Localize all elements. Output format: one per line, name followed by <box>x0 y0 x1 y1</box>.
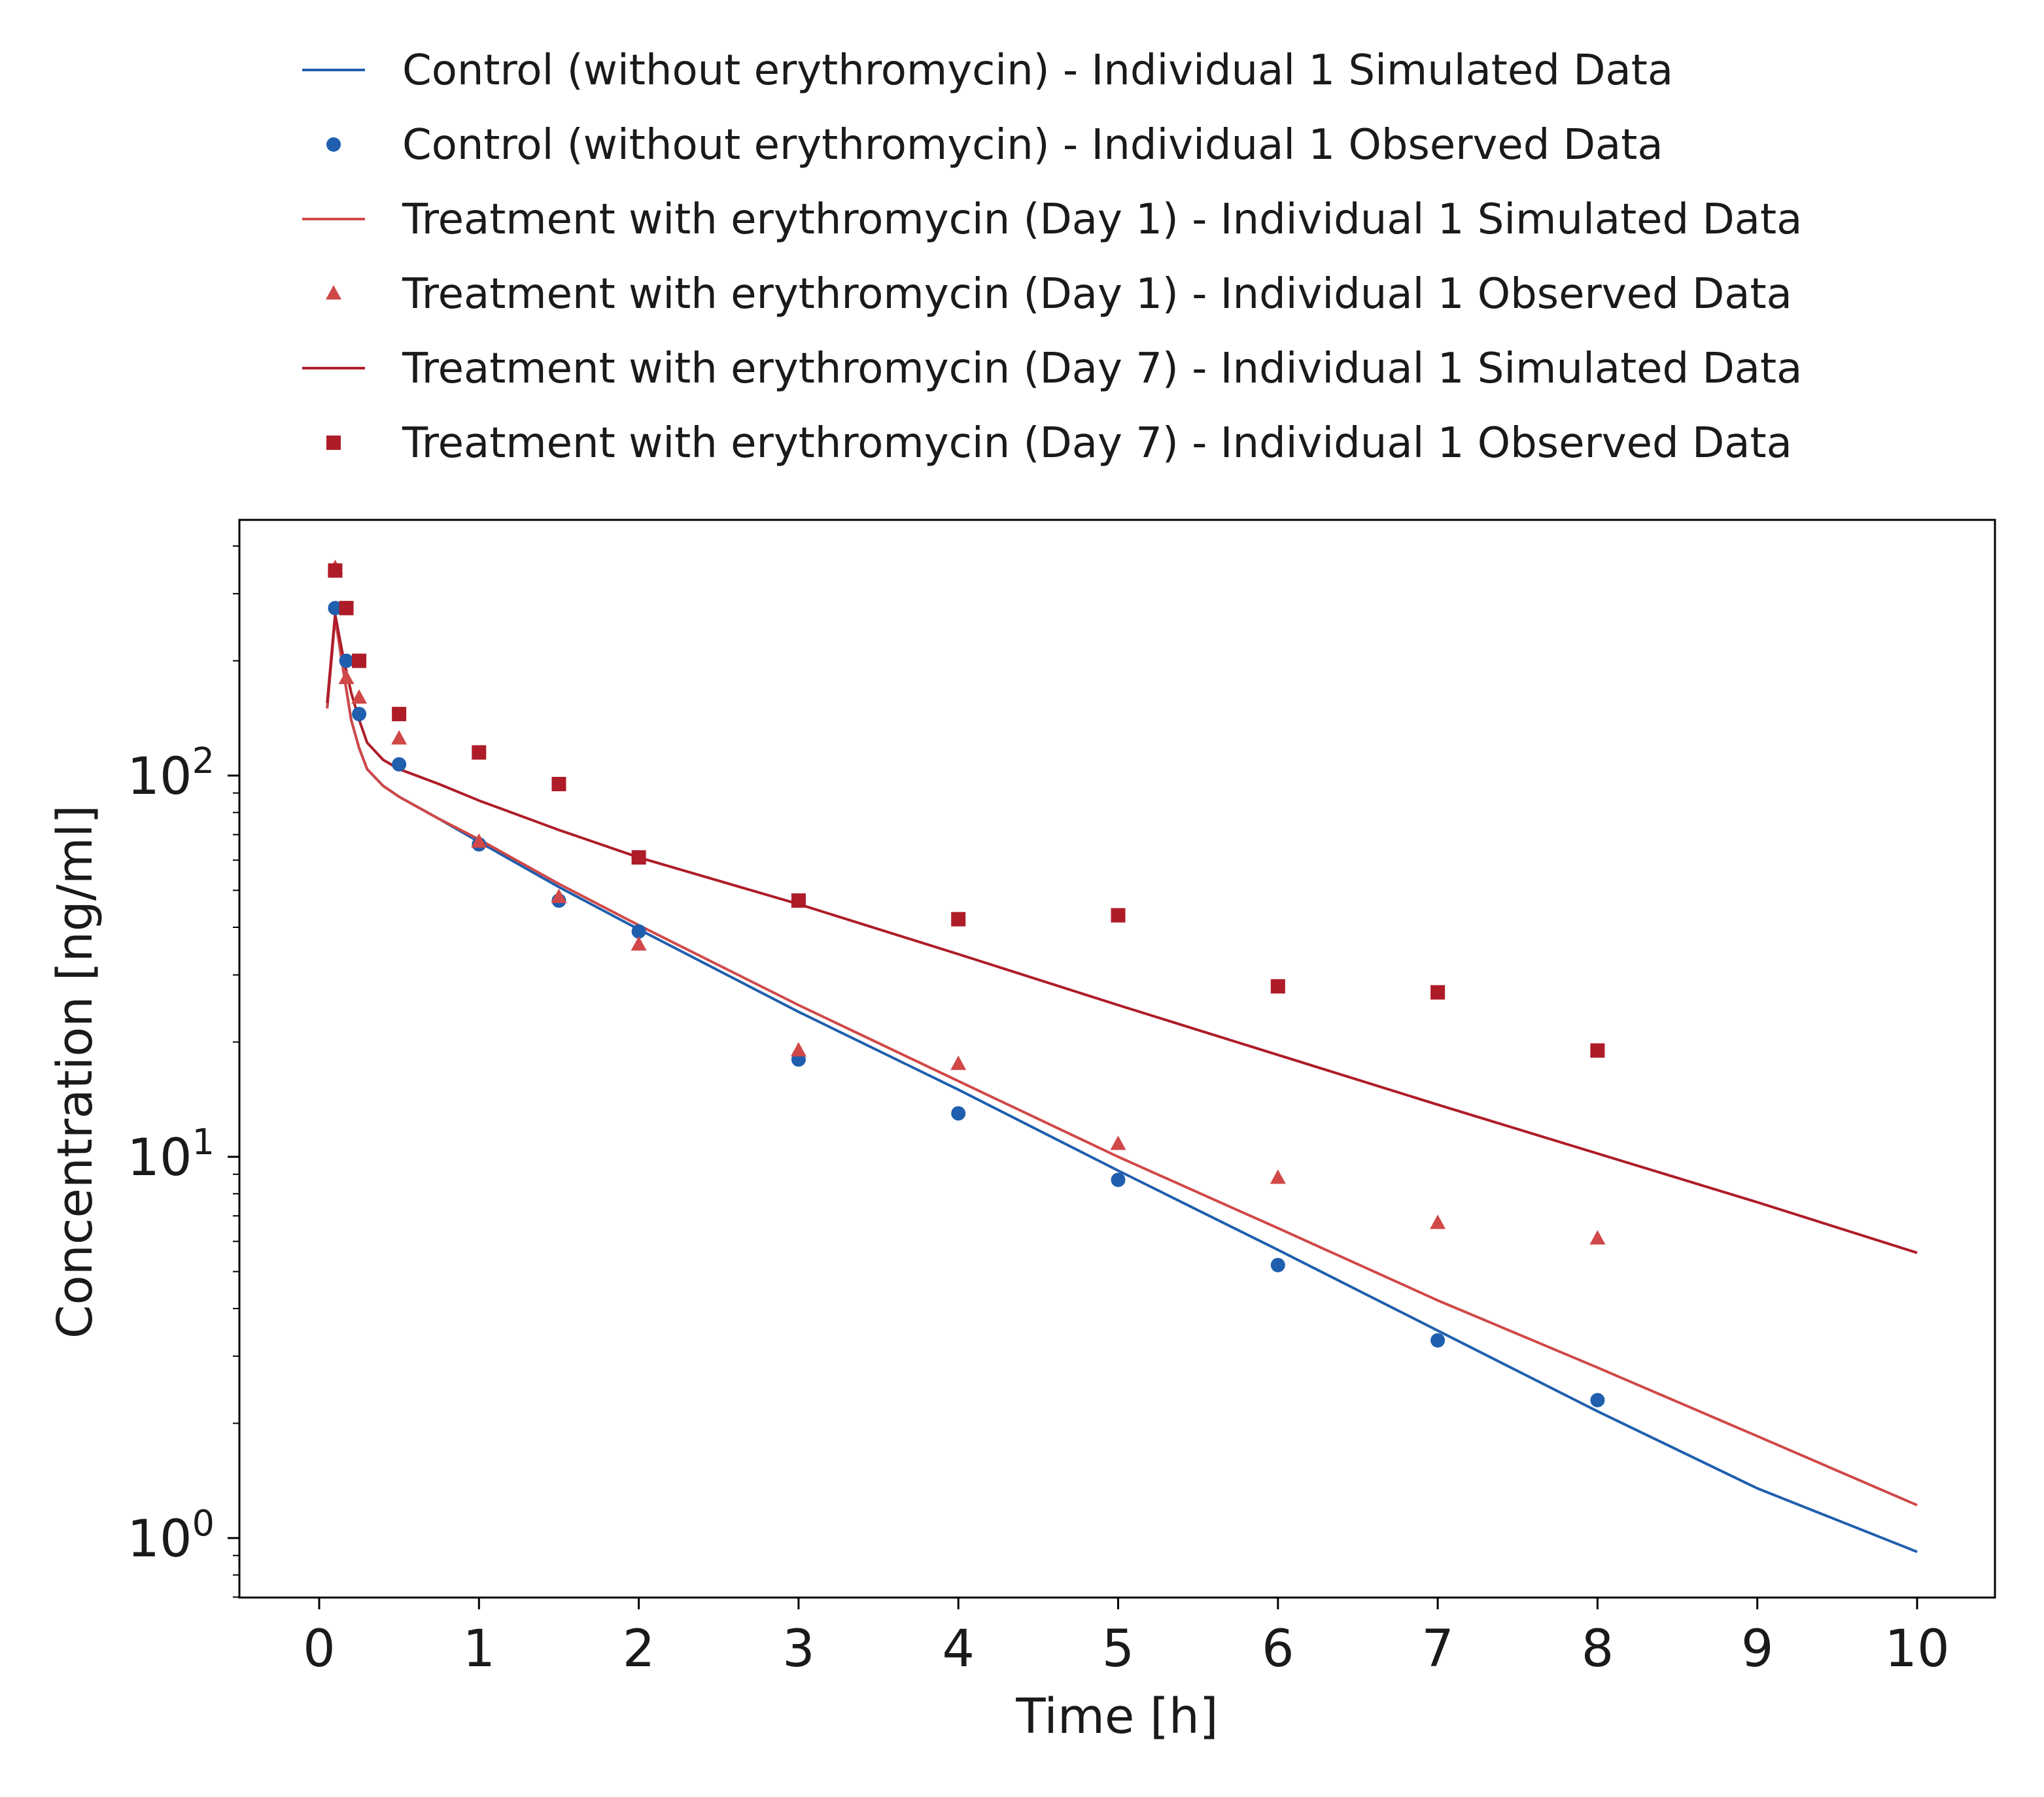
legend-label: Treatment with erythromycin (Day 7) - In… <box>402 345 1802 393</box>
y-axis-title: Concentration [ng/ml] <box>47 805 103 1339</box>
data-point-triangle <box>338 670 355 685</box>
x-tick-label: 7 <box>1421 1620 1454 1679</box>
y-tick-label: 101 <box>127 1121 215 1188</box>
data-point-square <box>551 776 566 791</box>
data-point-triangle <box>1110 1135 1126 1150</box>
legend: Control (without erythromycin) - Individ… <box>302 46 1802 468</box>
data-point-square <box>339 600 354 615</box>
data-point-square <box>791 893 806 908</box>
x-tick-label: 6 <box>1262 1620 1294 1679</box>
data-layer <box>326 559 1918 1553</box>
x-tick-label: 0 <box>303 1620 336 1679</box>
x-tick-label: 10 <box>1884 1620 1949 1679</box>
data-point-square <box>352 653 367 668</box>
x-tick-label: 2 <box>623 1620 655 1679</box>
legend-label: Treatment with erythromycin (Day 1) - In… <box>402 196 1802 244</box>
data-point-triangle <box>950 1055 967 1070</box>
data-point-circle <box>339 653 354 668</box>
data-point-square <box>1430 985 1446 1000</box>
data-point-triangle <box>1589 1230 1606 1245</box>
legend-swatch-circle <box>326 137 341 152</box>
data-point-square <box>392 706 407 721</box>
legend-swatch-square <box>326 436 341 450</box>
data-point-square <box>328 563 343 578</box>
series-line <box>326 613 1918 1254</box>
data-point-square <box>951 912 966 927</box>
plot-area-frame <box>238 519 1996 1599</box>
legend-swatch-triangle <box>326 285 341 300</box>
data-point-triangle <box>471 833 487 848</box>
data-point-square <box>1270 979 1285 994</box>
data-point-circle <box>1111 1172 1126 1188</box>
data-point-square <box>631 850 646 865</box>
data-point-circle <box>392 757 407 772</box>
data-point-triangle <box>790 1042 806 1057</box>
x-tick-label: 4 <box>942 1620 975 1679</box>
series-line <box>326 616 1918 1553</box>
x-axis-title: Time [h] <box>1015 1688 1218 1745</box>
axes-ticks: 0 1 2 3 4 5 6 7 8 9 10 100 101 102 <box>127 545 1950 1679</box>
legend-label: Treatment with erythromycin (Day 1) - In… <box>402 270 1792 318</box>
data-point-circle <box>951 1106 966 1121</box>
data-point-square <box>1111 908 1126 923</box>
data-point-triangle <box>391 730 407 745</box>
data-point-circle <box>1590 1393 1605 1408</box>
y-tick-label: 100 <box>127 1503 215 1569</box>
data-point-circle <box>352 706 367 721</box>
legend-label: Treatment with erythromycin (Day 7) - In… <box>402 419 1792 468</box>
data-point-triangle <box>351 689 368 704</box>
x-tick-label: 1 <box>462 1620 495 1679</box>
legend-label: Control (without erythromycin) - Individ… <box>402 46 1673 95</box>
x-tick-label: 9 <box>1741 1620 1774 1679</box>
legend-label: Control (without erythromycin) - Individ… <box>402 121 1663 169</box>
x-tick-label: 3 <box>782 1620 815 1679</box>
data-point-triangle <box>551 888 567 903</box>
data-point-circle <box>1270 1258 1285 1273</box>
x-tick-label: 8 <box>1582 1620 1614 1679</box>
series-line <box>326 616 1918 1507</box>
data-point-circle <box>1430 1333 1446 1348</box>
data-point-circle <box>631 924 646 939</box>
data-point-square <box>1590 1043 1605 1058</box>
data-point-circle <box>328 600 343 615</box>
data-point-square <box>472 745 487 760</box>
x-tick-label: 5 <box>1102 1620 1135 1679</box>
data-point-triangle <box>1270 1169 1286 1184</box>
y-tick-label: 102 <box>127 740 215 806</box>
data-point-triangle <box>631 936 647 951</box>
data-point-triangle <box>1430 1214 1446 1229</box>
